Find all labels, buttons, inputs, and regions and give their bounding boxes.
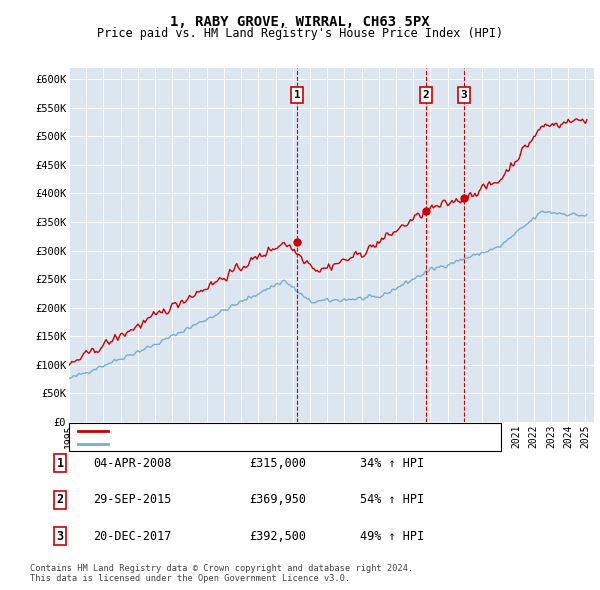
Text: £392,500: £392,500: [249, 530, 306, 543]
Text: 20-DEC-2017: 20-DEC-2017: [93, 530, 172, 543]
Text: 2: 2: [56, 493, 64, 506]
Text: Contains HM Land Registry data © Crown copyright and database right 2024.
This d: Contains HM Land Registry data © Crown c…: [30, 563, 413, 583]
Text: 2: 2: [423, 90, 430, 100]
Text: 29-SEP-2015: 29-SEP-2015: [93, 493, 172, 506]
Text: Price paid vs. HM Land Registry's House Price Index (HPI): Price paid vs. HM Land Registry's House …: [97, 27, 503, 40]
Text: 54% ↑ HPI: 54% ↑ HPI: [360, 493, 424, 506]
Text: 34% ↑ HPI: 34% ↑ HPI: [360, 457, 424, 470]
Text: 49% ↑ HPI: 49% ↑ HPI: [360, 530, 424, 543]
Text: 04-APR-2008: 04-APR-2008: [93, 457, 172, 470]
Text: 1, RABY GROVE, WIRRAL, CH63 5PX: 1, RABY GROVE, WIRRAL, CH63 5PX: [170, 15, 430, 30]
Text: 3: 3: [461, 90, 467, 100]
Text: £315,000: £315,000: [249, 457, 306, 470]
Text: 1: 1: [293, 90, 301, 100]
Text: 1, RABY GROVE, WIRRAL, CH63 5PX (detached house): 1, RABY GROVE, WIRRAL, CH63 5PX (detache…: [114, 425, 402, 435]
Text: HPI: Average price, detached house, Wirral: HPI: Average price, detached house, Wirr…: [114, 439, 366, 449]
Text: 1: 1: [56, 457, 64, 470]
Text: 3: 3: [56, 530, 64, 543]
Text: £369,950: £369,950: [249, 493, 306, 506]
